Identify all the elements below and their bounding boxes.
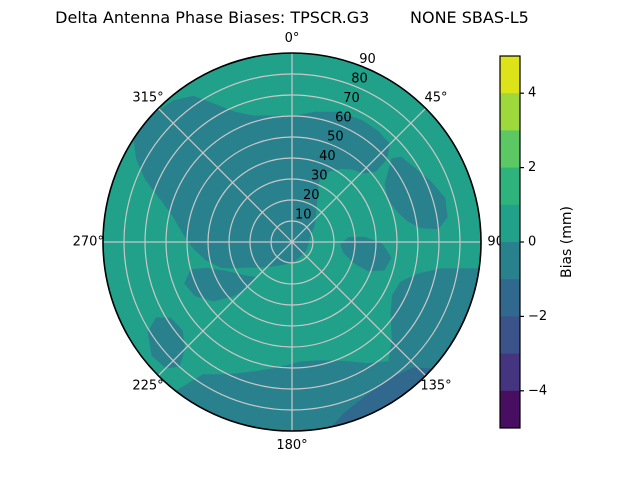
- grid-spoke: [157, 241, 293, 377]
- radial-tick-label: 90: [359, 52, 376, 67]
- contour-region-east-finger: [384, 156, 448, 230]
- angular-tick-label: 225°: [132, 379, 163, 394]
- colorbar-tick-label: −2: [528, 309, 547, 324]
- chart-title: Delta Antenna Phase Biases: TPSCR.G3 NON…: [55, 8, 529, 27]
- grid-spoke: [157, 107, 293, 243]
- colorbar-tick-label: 2: [528, 160, 536, 175]
- contour-region-north-center-blob: [133, 95, 390, 269]
- colorbar-segment: [500, 279, 520, 317]
- colorbar-segment: [500, 130, 520, 169]
- radial-tick-label: 80: [351, 72, 368, 87]
- colorbar-segment: [500, 56, 520, 94]
- angular-tick-label: 315°: [132, 91, 163, 106]
- radial-tick-label: 70: [343, 91, 360, 106]
- radial-tick-label: 40: [319, 149, 336, 164]
- colorbar-segment: [500, 390, 520, 429]
- grid-spoke: [291, 241, 427, 377]
- grid-spoke: [291, 107, 427, 243]
- colorbar-segment: [500, 167, 520, 206]
- contour-region-east-inner-blob: [340, 236, 392, 272]
- angular-tick-label: 180°: [276, 438, 307, 453]
- colorbar-tick-label: 4: [528, 86, 536, 101]
- polar-outline: [102, 52, 482, 432]
- radial-tick-label: 60: [335, 110, 352, 125]
- contour-region-south-rim-sliver: [331, 367, 433, 427]
- colorbar-segment: [500, 316, 520, 355]
- angular-tick-label: 270°: [73, 235, 104, 250]
- colorbar-segment: [500, 93, 520, 131]
- angular-tick-label: 135°: [420, 379, 451, 394]
- colorbar-tick-label: 0: [528, 235, 536, 250]
- colorbar-segment: [500, 242, 520, 280]
- radial-tick-label: 20: [303, 188, 320, 203]
- colorbar-segment: [500, 204, 520, 243]
- colorbar-segment: [500, 353, 520, 392]
- radial-tick-label: 50: [327, 130, 344, 145]
- radial-tick-label: 10: [295, 207, 312, 222]
- contour-region-southwest-rim-wedge: [147, 317, 186, 369]
- angular-tick-label: 45°: [424, 91, 447, 106]
- colorbar-axis-label: Bias (mm): [559, 206, 575, 278]
- angular-tick-label: 0°: [285, 31, 300, 46]
- colorbar-tick-label: −4: [528, 383, 547, 398]
- radial-tick-label: 30: [311, 169, 328, 184]
